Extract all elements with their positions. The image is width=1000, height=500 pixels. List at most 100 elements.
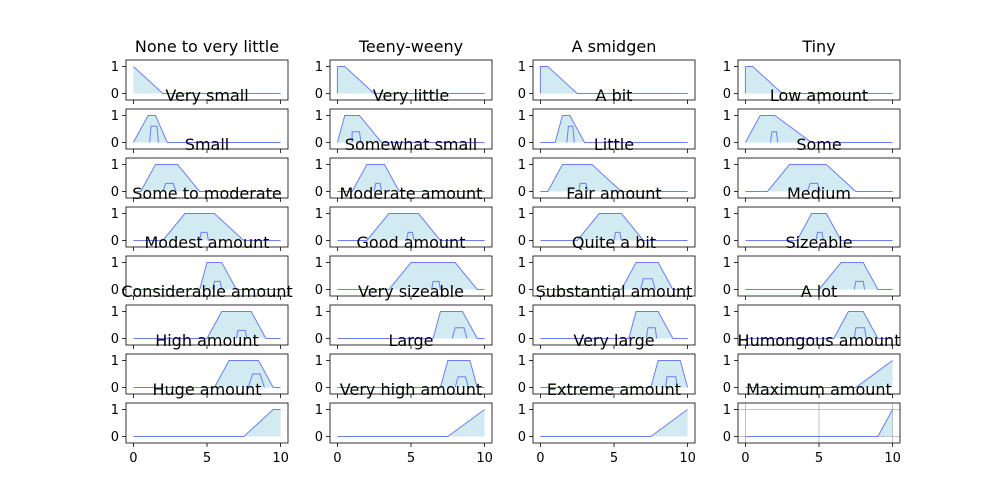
y-tick-label: 1 [111,109,119,124]
upper-membership-line [336,66,485,94]
y-tick-label: 1 [315,158,323,173]
membership-fill [337,409,485,437]
lower-membership-line [853,327,867,339]
upper-membership-line [745,311,893,339]
y-tick-label: 1 [111,256,119,271]
y-tick-label: 1 [723,158,731,173]
y-tick-label: 0 [315,87,323,102]
lower-membership-line [162,182,177,192]
subplot-title: Very high amount [340,380,482,399]
y-tick-label: 0 [518,283,526,298]
subplot-title: High amount [155,331,259,350]
membership-fill [745,213,893,241]
membership-fill [745,360,893,388]
y-tick-label: 1 [111,354,119,369]
y-tick-label: 1 [315,256,323,271]
subplot-17: 01 [111,255,289,300]
y-tick-label: 0 [723,87,731,102]
subplot-2: 01 [315,59,493,104]
subplot-title: Somewhat small [345,135,477,154]
y-tick-label: 1 [723,305,731,320]
membership-fill [133,262,281,290]
lower-membership-line [645,327,658,339]
y-tick-label: 0 [723,185,731,200]
membership-fill [337,262,485,290]
subplot-title: Extreme amount [547,380,681,399]
subplot-title: A smidgen [572,37,657,56]
y-tick-label: 0 [723,234,731,249]
y-tick-label: 0 [111,136,119,151]
subplot-title: Small [185,135,229,154]
lower-membership-line [431,280,441,290]
subplot-title: Quite a bit [572,233,656,252]
y-tick-label: 0 [723,430,731,445]
y-tick-label: 0 [518,332,526,347]
upper-membership-line [133,360,281,388]
subplot-28: 01 [723,353,901,398]
upper-membership-line [336,115,485,143]
subplot-22: 01 [315,304,493,349]
y-tick-label: 1 [518,354,526,369]
membership-fill [745,115,893,143]
subplot-5: 01 [111,108,289,153]
y-tick-label: 0 [518,381,526,396]
y-tick-label: 1 [315,60,323,75]
x-tick-label: 0 [333,451,341,466]
upper-membership-line [133,262,281,290]
lower-membership-line [351,131,362,143]
subplot-23: 01 [518,304,696,349]
membership-fill [540,360,688,388]
y-tick-label: 0 [315,234,323,249]
subplot-title: Large [388,331,433,350]
upper-membership-line [744,66,893,94]
subplot-title: Low amount [770,86,868,105]
lower-membership-line [451,327,468,339]
y-tick-label: 0 [518,234,526,249]
y-tick-label: 0 [723,381,731,396]
subplot-29: 010 5 10 [111,402,289,466]
upper-membership-line [133,409,281,437]
subplot-8: 01 [723,108,901,153]
upper-membership-line [540,164,688,192]
upper-membership-line [745,360,893,388]
x-tick-label: 10 [272,451,289,466]
y-tick-label: 1 [315,305,323,320]
membership-fill [540,262,688,290]
membership-fill [540,164,688,192]
y-tick-label: 0 [315,381,323,396]
membership-fill [337,311,485,339]
membership-fill [540,213,688,241]
subplot-4: 01 [723,59,901,104]
membership-fill [540,409,688,437]
lower-membership-line [640,278,656,290]
upper-membership-line [337,213,485,241]
subplot-title: Teeny-weeny [358,37,463,56]
lower-membership-line [406,231,415,241]
membership-fill [133,311,281,339]
y-tick-label: 1 [111,403,119,418]
y-tick-label: 1 [518,305,526,320]
membership-fill [745,66,893,94]
y-tick-label: 1 [518,256,526,271]
upper-membership-line [337,262,485,290]
y-tick-label: 0 [111,185,119,200]
subplot-3: 01 [518,59,696,104]
lower-membership-line [853,280,866,290]
upper-membership-line [540,115,688,143]
membership-fill [337,115,485,143]
membership-fill [133,164,281,192]
y-tick-label: 1 [723,60,731,75]
lower-membership-line [149,125,159,143]
upper-membership-line [133,311,281,339]
y-tick-label: 1 [111,158,119,173]
y-tick-label: 0 [315,283,323,298]
y-tick-label: 1 [518,158,526,173]
y-tick-label: 0 [111,283,119,298]
subplot-1: 01 [111,59,289,104]
lower-membership-line [199,231,209,241]
y-tick-label: 1 [518,207,526,222]
y-tick-label: 1 [518,109,526,124]
y-tick-label: 0 [723,283,731,298]
subplot-26: 01 [315,353,493,398]
membership-fill [337,213,485,241]
